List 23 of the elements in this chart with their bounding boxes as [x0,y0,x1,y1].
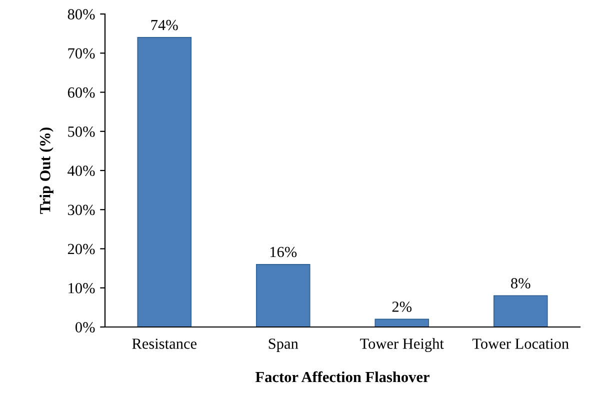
y-tick-label: 80% [68,9,95,20]
y-tick-label: 40% [68,166,95,176]
data-label: 16% [270,246,297,258]
y-tick-label: 0% [75,322,95,332]
data-label: 74% [151,20,178,30]
x-tick-label: Span [268,338,298,352]
y-tick-label: 60% [68,87,95,98]
y-tick-label: 50% [68,126,95,137]
y-tick-label: 10% [68,283,95,294]
y-axis-title: Trip Out (%) [40,128,54,214]
y-tick-label: 70% [68,48,95,59]
x-tick-label: Tower Height [360,338,444,352]
x-axis-title: Factor Affection Flashover [255,371,430,382]
bar [256,264,310,327]
x-tick-label: Tower Location [472,338,569,349]
bar [137,37,192,327]
bar [374,318,430,327]
bar [493,295,548,327]
y-tick-label: 30% [68,204,95,216]
data-label: 8% [511,278,530,288]
y-tick-label: 20% [68,244,95,254]
x-tick-label: Resistance [132,338,197,349]
data-label: 2% [392,302,412,312]
